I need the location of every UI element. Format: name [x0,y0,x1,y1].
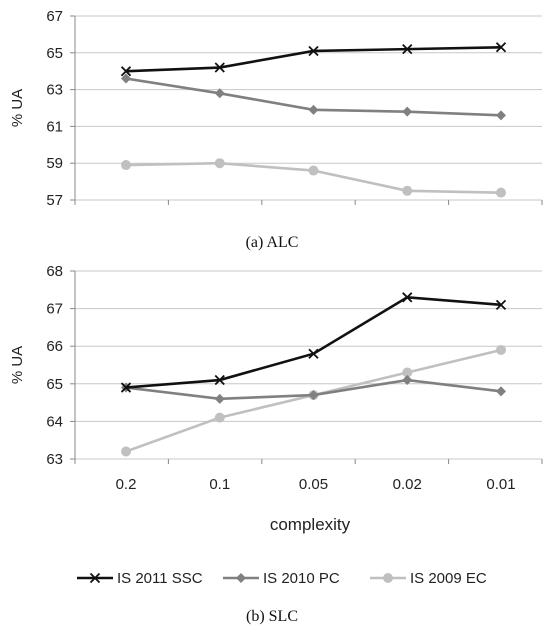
data-point [402,185,413,196]
series-line [125,348,502,453]
data-point [402,292,413,303]
y-axis-title: % UA [9,89,26,127]
data-point [120,382,132,393]
data-point [496,344,506,355]
data-point [308,348,319,359]
y-tick-label: 59 [46,155,63,172]
y-tick-label: 65 [46,45,63,62]
data-point [121,73,131,84]
caption-alc: (a) ALC [246,234,299,251]
y-tick-label: 67 [46,301,63,318]
y-tick-label: 64 [46,413,63,430]
data-point [214,88,225,99]
data-point [495,299,507,310]
y-axis-title: % UA [9,346,26,384]
legend-marker [89,572,101,584]
data-point [308,390,319,401]
data-point [214,62,225,73]
data-point [308,45,319,57]
x-tick-label: 0.01 [486,476,515,493]
x-tick-label: 0.2 [116,476,137,493]
series-is-2009-ec [121,158,506,198]
legend-label: IS 2009 EC [410,570,487,587]
chart-panel-alc: 57 59 61 63 65 67 % UA [9,8,543,209]
data-point [402,43,413,55]
y-tick-label: 68 [46,263,63,280]
legend-label: IS 2010 PC [263,570,340,587]
data-point [121,160,131,171]
y-tick-label: 57 [46,192,63,209]
series-line [125,295,502,389]
caption-slc: (b) SLC [246,608,298,625]
y-tick-label: 66 [46,338,63,355]
series-is-2009-ec [121,344,506,457]
legend: IS 2011 SSC IS 2010 PC IS 2009 EC [77,570,487,587]
series-is-2010-pc [121,73,506,121]
data-point [496,187,506,198]
legend-marker [383,573,393,583]
data-point [120,66,132,77]
series-is-2011-ssc [120,42,507,77]
data-point [308,104,319,115]
y-tick-label: 63 [46,451,63,468]
y-tick-label: 67 [46,8,63,25]
series-is-2010-pc [121,375,506,404]
y-tick-label: 65 [46,376,63,393]
data-point [496,110,506,121]
series-is-2011-ssc [120,292,507,393]
y-tick-label: 61 [46,118,63,135]
data-point [214,393,225,404]
x-tick-label: 0.02 [393,476,422,493]
legend-item: IS 2011 SSC [77,570,203,587]
y-tick-label: 63 [46,82,63,99]
x-tick-label: 0.1 [209,476,230,493]
legend-item: IS 2010 PC [223,570,340,587]
x-tick-label: 0.05 [299,476,328,493]
data-point [495,42,507,53]
data-point [121,446,131,457]
legend-item: IS 2009 EC [370,570,487,587]
data-point [402,375,413,386]
data-point [402,367,413,378]
chart-panel-slc: 63 64 65 66 67 68 % UA 0.2 0.1 0.05 0.02 0.01 [9,263,543,493]
data-point [214,374,225,386]
data-point [214,158,225,169]
x-axis-title: complexity [270,515,351,534]
legend-label: IS 2011 SSC [117,570,203,587]
legend-marker [236,573,246,583]
data-point [214,412,225,423]
data-point [308,165,319,176]
data-point [402,106,413,117]
data-point [496,386,506,397]
